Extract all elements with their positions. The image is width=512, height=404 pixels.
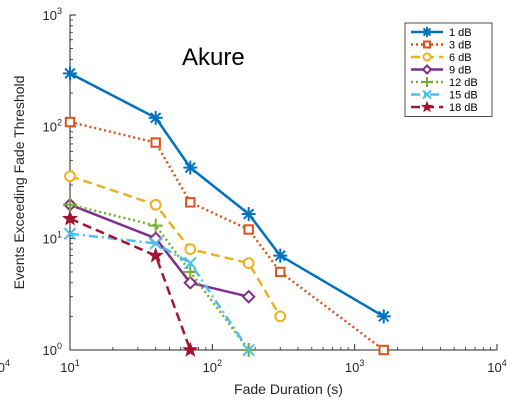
- data-point: [149, 237, 163, 250]
- legend-label: 15 dB: [449, 90, 478, 102]
- data-point: [242, 257, 255, 270]
- data-point: [241, 289, 256, 304]
- legend-label: 3 dB: [449, 40, 472, 52]
- data-point: [274, 310, 287, 323]
- station-annotation: Akure: [182, 44, 245, 71]
- data-point: [422, 77, 432, 87]
- legend-label: 1 dB: [449, 27, 472, 39]
- data-point: [61, 210, 79, 226]
- y-tick-label: 102: [43, 118, 62, 135]
- data-point: [241, 207, 256, 222]
- x-axis-label: Fade Duration (s): [234, 381, 343, 397]
- series-18-db: [61, 210, 199, 357]
- series-line: [69, 217, 192, 351]
- data-point: [243, 224, 254, 235]
- series-15-db: [63, 227, 255, 357]
- data-point: [376, 309, 391, 324]
- legend-label: 9 dB: [449, 65, 472, 77]
- series-9-db: [62, 197, 256, 304]
- data-point: [273, 248, 288, 263]
- data-point: [183, 160, 198, 175]
- x-tick-label: 104: [487, 358, 506, 375]
- legend-entry: 18 dB: [411, 100, 478, 114]
- data-point: [421, 64, 433, 75]
- data-point: [423, 40, 431, 49]
- series-line: [69, 120, 385, 351]
- data-point: [184, 243, 197, 256]
- legend-entry: 12 dB: [411, 77, 478, 89]
- series-3-db: [64, 116, 389, 356]
- data-point: [63, 197, 77, 212]
- legend-entry: 15 dB: [411, 90, 478, 102]
- y-tick-label: 100: [43, 341, 62, 358]
- legend-entry: 3 dB: [411, 40, 472, 52]
- data-point: [182, 341, 199, 357]
- series-line: [69, 203, 249, 298]
- legend-entry: 6 dB: [411, 52, 472, 64]
- data-point: [148, 218, 163, 233]
- y-tick-label: 103: [43, 6, 62, 23]
- cutoff-tick-label: 104: [0, 358, 10, 375]
- x-tick-label: 102: [203, 358, 222, 375]
- data-point: [148, 110, 163, 125]
- series-1-db: [63, 66, 391, 324]
- data-point: [64, 116, 76, 128]
- data-point: [420, 100, 434, 113]
- data-point: [63, 66, 77, 81]
- data-point: [147, 247, 164, 263]
- data-point: [422, 52, 432, 62]
- data-point: [149, 198, 162, 211]
- data-point: [185, 197, 196, 208]
- data-point: [275, 266, 286, 278]
- x-tick-label: 101: [60, 358, 79, 375]
- data-point: [64, 170, 76, 183]
- series-line: [69, 72, 385, 318]
- series-6-db: [64, 170, 287, 323]
- data-point: [150, 137, 161, 148]
- legend-label: 6 dB: [449, 52, 472, 64]
- data-point: [183, 275, 198, 290]
- y-axis-label: Events Exceeding Fade Threshold: [11, 76, 27, 290]
- data-point: [242, 343, 255, 357]
- series-line: [69, 232, 250, 351]
- data-point: [422, 89, 432, 100]
- legend-entry: 1 dB: [411, 27, 472, 39]
- legend-label: 18 dB: [449, 102, 478, 114]
- y-tick-label: 101: [43, 229, 62, 246]
- x-tick-label: 103: [345, 358, 364, 375]
- legend-label: 12 dB: [449, 77, 478, 89]
- legend-entry: 9 dB: [411, 64, 472, 77]
- data-point: [63, 227, 77, 241]
- data-point: [378, 344, 389, 356]
- data-point: [183, 256, 197, 270]
- series-12-db: [63, 197, 256, 357]
- data-point: [422, 27, 432, 37]
